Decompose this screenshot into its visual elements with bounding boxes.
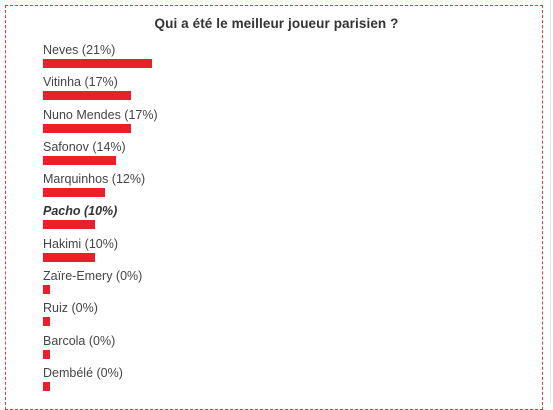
poll-option-bar: [43, 381, 50, 391]
poll-option[interactable]: Hakimi (10%): [43, 237, 523, 269]
poll-option-bar: [43, 220, 95, 230]
poll-option-bar: [43, 349, 50, 359]
poll-option[interactable]: Zaïre-Emery (0%): [43, 269, 523, 301]
poll-option-bar: [43, 188, 106, 198]
poll-option-bar: [43, 123, 132, 133]
poll-results: Neves (21%) Vitinha (17%) Nuno Mendes (1…: [43, 43, 523, 398]
poll-option-label: Nuno Mendes (17%): [43, 107, 158, 122]
scrollbar-track[interactable]: [550, 0, 551, 403]
poll-option-bar: [43, 317, 50, 327]
poll-title: Qui a été le meilleur joueur parisien ?: [154, 16, 399, 31]
poll-option-label: Pacho (10%): [43, 204, 118, 219]
poll-option-bar: [43, 59, 153, 68]
poll-option[interactable]: Safonov (14%): [43, 140, 523, 172]
poll-option[interactable]: Dembélé (0%): [43, 366, 523, 398]
poll-option-label: Vitinha (17%): [43, 75, 118, 90]
poll-option-label: Marquinhos (12%): [43, 172, 146, 187]
poll-option[interactable]: Pacho (10%): [43, 204, 523, 236]
poll-option[interactable]: Nuno Mendes (17%): [43, 108, 523, 140]
poll-option-label: Dembélé (0%): [43, 365, 123, 380]
poll-option-label: Zaïre-Emery (0%): [43, 269, 143, 284]
poll-option-bar: [43, 285, 50, 295]
poll-option-label: Ruiz (0%): [43, 301, 98, 316]
poll-option-bar: [43, 155, 116, 165]
poll-option-label: Safonov (14%): [43, 139, 126, 154]
poll-option-label: Neves (21%): [43, 43, 116, 57]
poll-option[interactable]: Marquinhos (12%): [43, 172, 523, 204]
poll-option-bar: [43, 91, 132, 101]
poll-option-label: Hakimi (10%): [43, 236, 119, 251]
poll-option[interactable]: Ruiz (0%): [43, 301, 523, 333]
poll-option[interactable]: Vitinha (17%): [43, 75, 523, 107]
poll-option[interactable]: Neves (21%): [43, 43, 523, 75]
poll-option-bar: [43, 252, 95, 262]
poll-option-label: Barcola (0%): [43, 333, 116, 348]
poll-option[interactable]: Barcola (0%): [43, 334, 523, 366]
